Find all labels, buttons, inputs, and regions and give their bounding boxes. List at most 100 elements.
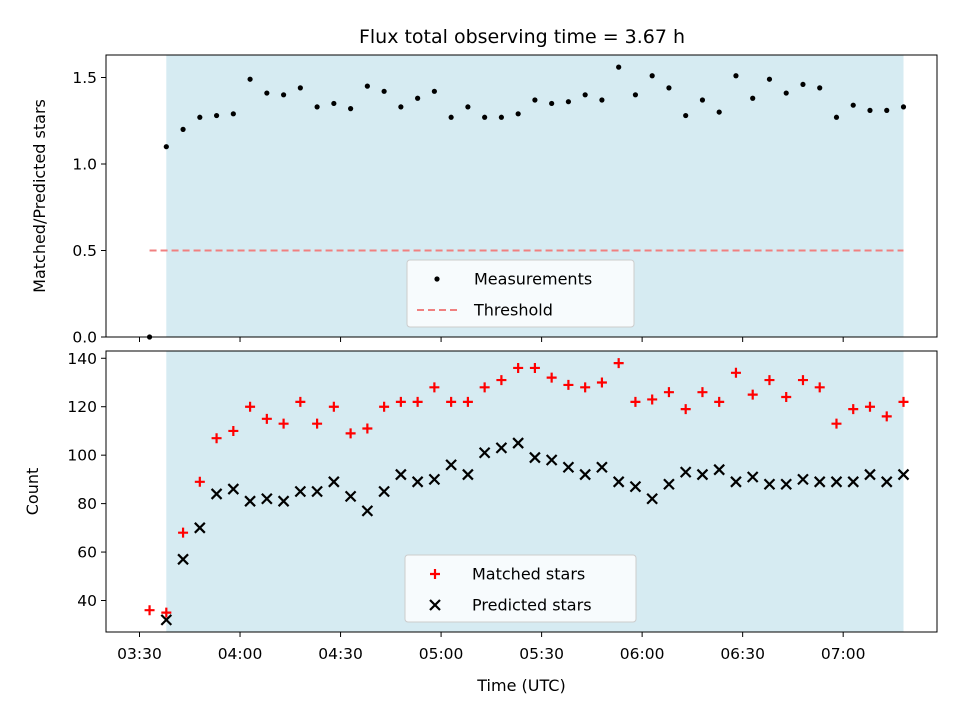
y-tick-label: 60 [77,544,97,562]
predicted-star-point [880,476,893,488]
legend-label: Measurements [474,270,592,289]
matched-star-point [797,375,808,386]
measurement-point [348,106,354,112]
predicted-star-point [780,478,792,491]
measurement-point [616,64,622,70]
measurement-point [515,111,521,117]
matched-star-point [630,396,641,407]
measurement-point [381,88,387,94]
matched-star-point [513,362,524,373]
predicted-star-point [478,446,491,459]
x-tick-label: 04:30 [318,645,363,663]
matched-star-point [194,476,205,487]
legend-matched-marker [430,569,440,579]
measurement-point [666,85,672,91]
measurement-point [817,85,823,91]
x-tick-label: 04:00 [218,645,263,663]
matched-star-point [714,396,725,407]
matched-star-point [663,387,674,398]
measurement-point [716,109,722,115]
y-tick-label: 0.5 [72,242,97,260]
x-tick-label: 05:00 [419,645,464,663]
top-panel: 0.0 0.5 1.0 1.5 Matched/Predicted stars Measu… [30,54,938,347]
y-axis-label: Matched/Predicted stars [30,99,49,293]
measurement-point [247,76,253,82]
matched-star-point [479,382,490,393]
measurement-point [565,99,572,105]
measurement-point [314,104,320,110]
measurement-point [465,104,471,110]
matched-star-point [680,404,691,415]
y-tick-label: 100 [67,447,97,465]
predicted-star-point [813,476,826,488]
predicted-star-point [629,480,642,493]
measurement-point [331,100,337,107]
measurement-point [783,90,789,96]
matched-star-point [328,401,339,412]
measurement-point [632,92,639,98]
predicted-star-point [730,476,742,488]
y-tick-label: 1.0 [72,155,97,173]
matched-star-point [228,425,239,436]
measurement-point [213,112,220,119]
x-tick-label: 07:00 [821,645,866,663]
matched-star-point [261,413,272,424]
measurement-point [163,144,169,150]
matched-star-point [462,396,473,407]
measurement-point [750,95,756,101]
legend-label: Threshold [473,301,553,320]
matched-star-point [546,372,557,383]
predicted-star-point [696,468,709,481]
predicted-star-point [227,483,240,495]
measurement-point [180,126,186,132]
matched-star-point [563,379,574,390]
x-tick-label: 06:00 [620,645,665,663]
predicted-star-point [411,476,424,488]
measurement-point [398,104,404,110]
y-tick-label: 120 [67,398,97,416]
measurement-point [197,114,203,120]
x-tick-label: 03:30 [117,645,162,663]
predicted-star-point [328,476,340,488]
predicted-star-point [344,490,357,503]
matched-star-point [245,401,256,412]
predicted-star-point [261,492,273,505]
predicted-star-point [830,476,843,488]
measurement-point [280,92,287,98]
measurement-point [582,92,588,98]
bottom-panel: 40 60 80 100 120 140 03:30 04:00 04:30 05:00 05:30… [23,350,938,695]
predicted-star-point [277,495,290,507]
matched-star-point [345,428,356,439]
measurement-point [482,114,488,120]
measurement-point [448,114,454,120]
predicted-star-point [864,468,876,481]
predicted-star-point [512,437,524,449]
measurement-point [415,95,421,101]
matched-star-point [831,418,842,429]
legend-predicted-marker [429,599,441,611]
y-tick-label: 140 [67,350,97,368]
matched-star-point [429,382,440,393]
measurement-point [850,102,856,108]
predicted-star-point [847,476,860,488]
matched-star-point [362,423,373,434]
measurement-point [900,104,907,110]
legend-label: Predicted stars [472,596,592,615]
axes-frame [105,350,938,633]
matched-star-point [613,358,624,369]
predicted-star-point [579,468,591,481]
predicted-star-point [160,614,173,626]
matched-star-point [747,389,758,400]
measurement-point [532,97,538,103]
predicted-star-point [462,468,474,481]
measurement-point [649,73,655,79]
matched-star-point [647,394,658,405]
predicted-star-point [210,488,223,500]
matched-star-point [898,396,909,407]
matched-star-point [161,607,172,618]
y-tick-label: 1.5 [72,69,97,87]
predicted-star-point [663,478,675,491]
axes-frame [105,54,938,338]
measurement-point [800,81,806,88]
